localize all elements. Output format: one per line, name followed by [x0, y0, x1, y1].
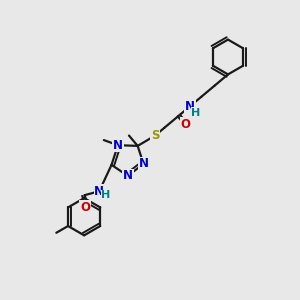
Text: H: H — [101, 190, 110, 200]
Text: S: S — [151, 129, 159, 142]
Text: N: N — [185, 100, 195, 113]
Text: O: O — [80, 201, 90, 214]
Text: H: H — [191, 108, 200, 118]
Text: N: N — [94, 185, 104, 198]
Text: O: O — [180, 118, 190, 131]
Text: N: N — [113, 139, 123, 152]
Text: N: N — [139, 157, 148, 170]
Text: N: N — [123, 169, 133, 182]
